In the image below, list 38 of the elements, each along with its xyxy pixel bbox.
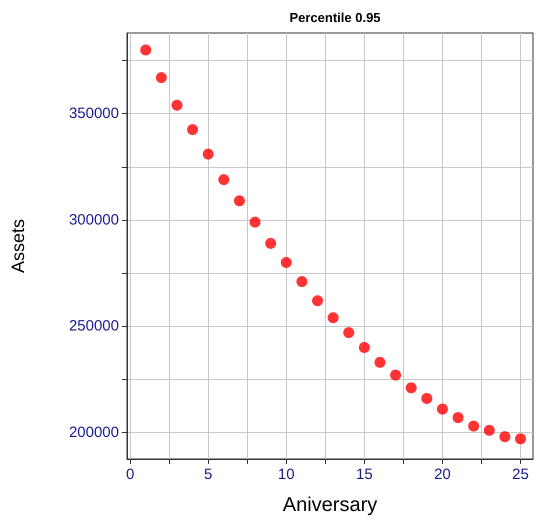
point [265,238,276,249]
x-tick-label: 20 [434,466,451,483]
y-tick-label: 200000 [68,424,119,441]
point [140,44,152,56]
point [280,256,292,268]
point [296,276,308,288]
point [234,195,245,206]
point [484,424,495,436]
point [171,100,182,111]
x-axis-title: Aniversary [282,494,378,516]
x-tick-label: 25 [512,466,529,483]
point [390,370,402,381]
point [358,342,370,353]
point [156,72,167,84]
point [515,433,526,444]
x-tick-label: 15 [356,466,373,483]
x-tick-label: 5 [204,466,212,483]
point [218,174,230,186]
point [202,148,214,160]
y-tick-label: 300000 [68,211,119,228]
point [468,420,480,432]
point [406,382,417,394]
point [250,216,261,228]
chart-title: Percentile 0.95 [289,10,381,25]
point [421,392,432,404]
point [187,124,198,136]
point [499,431,510,442]
y-axis-title: Assets [8,218,28,274]
x-tick-label: 0 [126,466,134,483]
y-tick-label: 250000 [68,318,119,335]
point [328,312,339,324]
point [436,404,448,415]
x-tick-label: 10 [278,466,295,483]
point [452,412,464,424]
point [343,327,354,338]
point [374,356,386,368]
y-tick-label: 350000 [68,105,119,122]
point [312,295,324,306]
